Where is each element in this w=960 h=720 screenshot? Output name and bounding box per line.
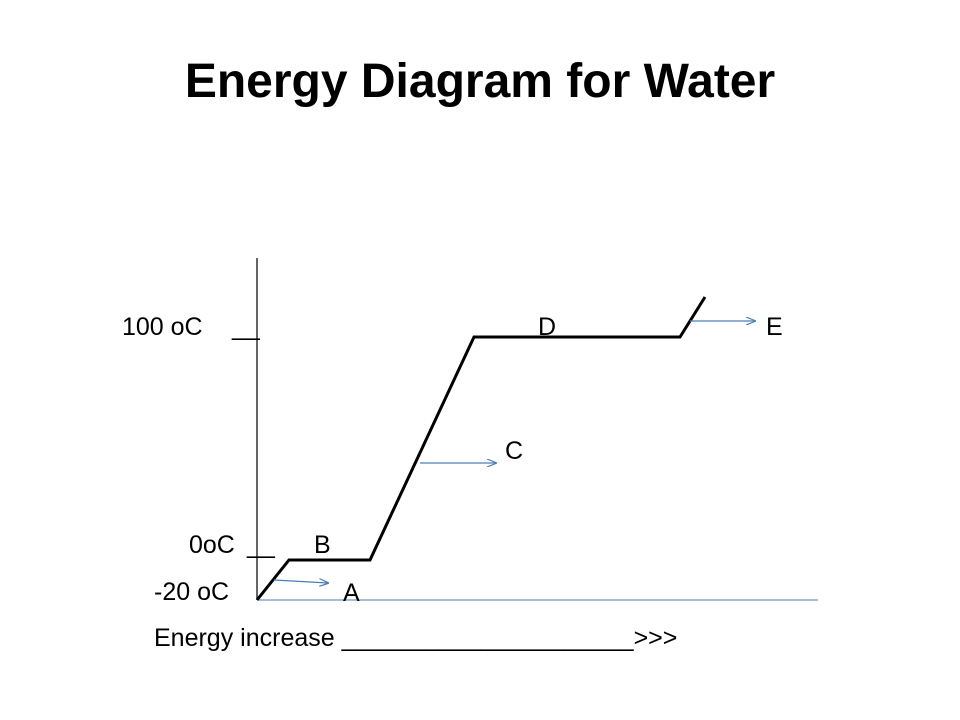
tick-label-100: 100 oC	[122, 313, 203, 341]
arrow-a	[273, 580, 328, 583]
x-axis-label: Energy increase _____________________>>>	[154, 624, 678, 652]
tick-mark-100: __	[232, 313, 260, 341]
tick-label-neg20: -20 oC	[154, 578, 230, 606]
segment-label-c: C	[505, 437, 524, 465]
segment-label-b: B	[314, 531, 331, 559]
segment-label-d: D	[538, 313, 557, 341]
tick-mark-0: __	[247, 531, 275, 559]
tick-label-0: 0oC	[189, 531, 235, 559]
page-title: Energy Diagram for Water	[184, 55, 776, 108]
segment-label-e: E	[766, 313, 783, 341]
segment-label-a: A	[343, 579, 360, 607]
heating-curve	[255, 296, 707, 601]
